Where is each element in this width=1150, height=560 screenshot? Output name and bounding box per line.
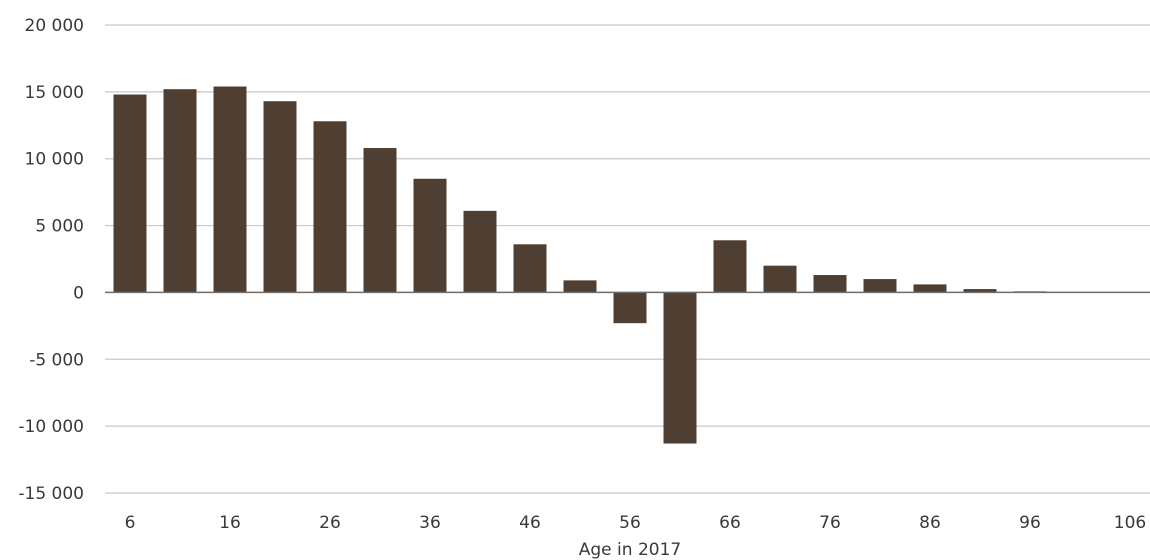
x-axis-tick-labels: 6 16 26 36 46 56 66 76 86 96 106: [125, 513, 1147, 533]
x-tick-label: 26: [319, 513, 341, 533]
bars: [113, 86, 1097, 444]
bar-age-6: [113, 94, 147, 293]
x-axis-title: Age in 2017: [579, 540, 681, 560]
bar-age-86: [913, 284, 947, 293]
bar-age-81: [863, 279, 897, 293]
y-axis-tick-labels: 20 000 15 000 10 000 5 000 0 -5 000 -10 000 -15…: [18, 16, 84, 504]
y-tick-label: 15 000: [25, 83, 84, 103]
x-tick-label: 86: [919, 513, 941, 533]
x-tick-label: 46: [519, 513, 541, 533]
bar-age-41: [463, 210, 497, 293]
x-tick-label: 76: [819, 513, 841, 533]
y-tick-label: 10 000: [25, 150, 84, 170]
bar-age-31: [363, 148, 397, 293]
x-tick-label: 36: [419, 513, 441, 533]
x-tick-label: 56: [619, 513, 641, 533]
y-tick-label: 0: [73, 283, 84, 303]
gridlines: [105, 24, 1150, 494]
bar-age-61: [663, 292, 697, 444]
y-tick-label: 5 000: [35, 217, 84, 237]
x-tick-label: 6: [125, 513, 136, 533]
bar-age-51: [563, 280, 597, 293]
y-tick-label: -10 000: [18, 417, 84, 437]
bar-age-21: [263, 101, 297, 293]
x-tick-label: 106: [1114, 513, 1146, 533]
bar-age-56: [613, 292, 647, 324]
x-tick-label: 96: [1019, 513, 1041, 533]
bar-age-36: [413, 178, 447, 293]
bar-age-76: [813, 275, 847, 293]
bar-age-46: [513, 244, 547, 293]
x-tick-label: 16: [219, 513, 241, 533]
y-tick-label: 20 000: [25, 16, 84, 36]
y-tick-label: -15 000: [18, 484, 84, 504]
y-tick-label: -5 000: [29, 350, 84, 370]
bar-age-26: [313, 121, 347, 293]
bar-age-91: [963, 289, 997, 293]
bar-age-71: [763, 265, 797, 293]
bar-age-66: [713, 240, 747, 293]
bar-age-11: [163, 89, 197, 293]
x-tick-label: 66: [719, 513, 741, 533]
bar-age-16: [213, 86, 247, 293]
